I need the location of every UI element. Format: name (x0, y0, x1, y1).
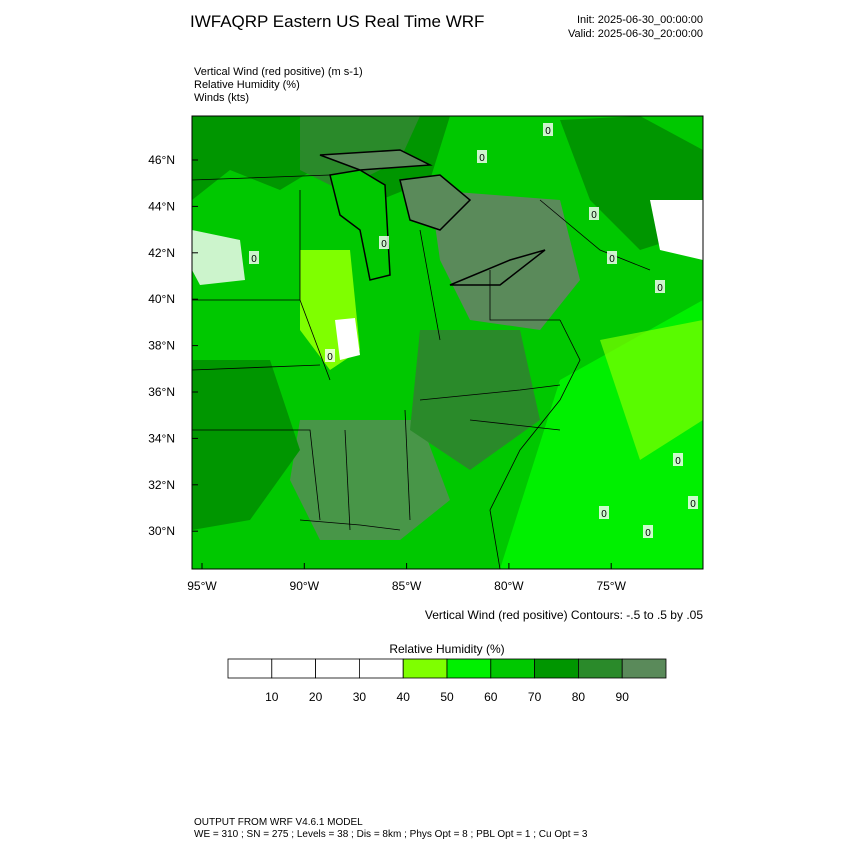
lat-label: 40°N (148, 292, 175, 306)
colorbar-label: 90 (616, 690, 630, 704)
colorbar-label: 80 (572, 690, 586, 704)
lat-label: 36°N (148, 385, 175, 399)
lon-label: 85°W (392, 579, 422, 593)
field-label: Relative Humidity (%) (194, 79, 300, 91)
contour-label-box (379, 236, 389, 249)
colorbar-label: 20 (309, 690, 323, 704)
lat-label: 38°N (148, 339, 175, 353)
contour-label: 0 (675, 456, 681, 467)
colorbar-box (227, 658, 273, 679)
colorbar-box (490, 658, 535, 679)
lon-label: 95°W (187, 579, 217, 593)
contour-label: 0 (609, 254, 615, 265)
contour-label: 0 (657, 283, 663, 294)
contour-label: 0 (327, 352, 333, 363)
contour-labels: 0 0 0 0 0 0 0 0 0 0 0 0 (249, 123, 698, 539)
colorbar-label: 30 (353, 690, 367, 704)
lat-label: 34°N (148, 431, 175, 445)
contour-label: 0 (601, 509, 607, 520)
contour-label-box (543, 123, 553, 136)
lat-label: 42°N (148, 246, 175, 260)
colorbar-box (402, 658, 448, 679)
field-label: Winds (kts) (194, 92, 249, 104)
contour-label-box (673, 453, 683, 466)
contour-label-box (655, 280, 665, 293)
lon-label: 90°W (290, 579, 320, 593)
contour-label: 0 (645, 528, 651, 539)
contour-label: 0 (591, 210, 597, 221)
contour-label-box (643, 525, 653, 538)
contour-label: 0 (690, 499, 696, 510)
lat-label: 32°N (148, 478, 175, 492)
init-time: Init: 2025-06-30_00:00:00 (577, 14, 703, 26)
lat-label: 30°N (148, 524, 175, 538)
lon-axis: 95°W 90°W 85°W 80°W 75°W (187, 563, 627, 593)
colorbar: 10 20 30 40 50 60 70 80 90 (227, 658, 667, 704)
colorbar-box (315, 658, 360, 679)
contour-label-box (607, 251, 617, 264)
footer-line: WE = 310 ; SN = 275 ; Levels = 38 ; Dis … (194, 829, 588, 840)
colorbar-label: 50 (440, 690, 454, 704)
lat-label: 46°N (148, 153, 175, 167)
colorbar-title: Relative Humidity (%) (389, 642, 504, 656)
lon-label: 75°W (596, 579, 626, 593)
contour-label: 0 (479, 153, 485, 164)
lon-label: 80°W (494, 579, 524, 593)
colorbar-box (534, 658, 579, 679)
colorbar-label: 70 (528, 690, 542, 704)
contour-note: Vertical Wind (red positive) Contours: -… (425, 608, 703, 622)
contour-label-box (589, 207, 599, 220)
colorbar-label: 10 (265, 690, 279, 704)
map-frame (191, 115, 704, 570)
lat-axis: 46°N 44°N 42°N 40°N 38°N 36°N 34°N 32°N 30°N (148, 153, 198, 538)
colorbar-box (446, 658, 492, 679)
map-field (192, 116, 703, 569)
title: IWFAQRP Eastern US Real Time WRF (190, 12, 484, 31)
lat-label: 44°N (148, 199, 175, 213)
contour-label-box (325, 349, 335, 362)
footer-line: OUTPUT FROM WRF V4.6.1 MODEL (194, 817, 363, 828)
contour-label-box (599, 506, 609, 519)
colorbar-box (578, 658, 623, 679)
contour-label: 0 (381, 239, 387, 250)
contour-label-box (477, 150, 487, 163)
colorbar-box (621, 658, 667, 679)
contour-label-box (249, 251, 259, 264)
colorbar-box (271, 658, 316, 679)
contour-label: 0 (251, 254, 257, 265)
contour-label: 0 (545, 126, 551, 137)
colorbar-label: 40 (397, 690, 411, 704)
contour-label-box (688, 496, 698, 509)
colorbar-box (358, 658, 404, 679)
colorbar-label: 60 (484, 690, 498, 704)
field-label: Vertical Wind (red positive) (m s-1) (194, 66, 363, 78)
valid-time: Valid: 2025-06-30_20:00:00 (568, 28, 703, 40)
